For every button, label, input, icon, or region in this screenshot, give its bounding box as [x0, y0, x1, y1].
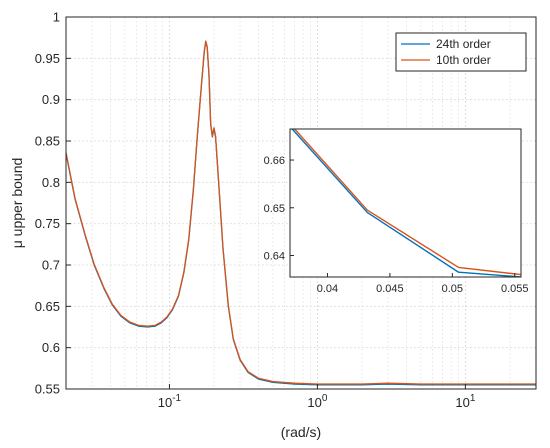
- main-plot-frame: [65, 16, 537, 390]
- x-tick-label-base: 10: [455, 395, 469, 410]
- y-tick-label: 1: [53, 10, 60, 25]
- inset-plot-area: [290, 129, 521, 277]
- inset-x-tick-label: 0.05: [442, 283, 463, 295]
- inset-y-tick-label: 0.64: [264, 251, 285, 263]
- inset-x-tick-label: 0.045: [376, 283, 404, 295]
- y-tick-label: 0.8: [42, 175, 60, 190]
- x-tick-label: 100: [307, 393, 327, 410]
- legend-label: 24th order: [436, 37, 491, 51]
- inset-y-tick-label: 0.65: [264, 203, 285, 215]
- legend: 24th order 10th order: [395, 32, 527, 72]
- y-tick-label: 0.65: [35, 299, 60, 314]
- x-tick-label-exponent: -1: [172, 393, 181, 404]
- y-axis-label: μ upper bound: [9, 158, 25, 249]
- y-tick-label: 0.75: [35, 216, 60, 231]
- inset-x-tick-label: 0.04: [317, 283, 338, 295]
- y-tick-label: 0.6: [42, 340, 60, 355]
- legend-label: 10th order: [436, 53, 491, 67]
- x-tick-label-exponent: 1: [470, 393, 476, 404]
- y-tick-label: 0.85: [35, 134, 60, 149]
- inset-plot-frame: [289, 128, 522, 278]
- x-tick-label: 101: [455, 393, 475, 410]
- x-tick-label-exponent: 0: [322, 393, 328, 404]
- y-tick-label: 0.7: [42, 258, 60, 273]
- inset-series-line-10th-order: [293, 129, 521, 276]
- inset-x-ticks: 0.04 0.045 0.05 0.055: [317, 273, 529, 295]
- inset-chart: 0.64 0.65 0.66 0.04 0.045 0.05 0.055: [264, 128, 529, 295]
- y-tick-label: 0.55: [35, 382, 60, 397]
- y-tick-label: 0.9: [42, 92, 60, 107]
- inset-series: [291, 129, 521, 277]
- main-y-ticks: 0.55 0.6 0.65 0.7 0.75 0.8 0.85 0.9 0.95 1: [35, 10, 71, 397]
- inset-x-tick-label: 0.055: [501, 283, 529, 295]
- x-tick-label: 10-1: [158, 393, 182, 410]
- y-tick-label: 0.95: [35, 51, 60, 66]
- legend-box: [395, 32, 527, 72]
- main-series: [65, 40, 536, 386]
- inset-y-ticks: 0.64 0.65 0.66: [264, 155, 294, 263]
- x-axis-label: (rad/s): [281, 424, 321, 440]
- x-tick-label-base: 10: [307, 395, 321, 410]
- inset-series-line-24th-order: [291, 129, 521, 277]
- series-line-10th-order: [65, 40, 536, 385]
- x-tick-label-base: 10: [158, 395, 172, 410]
- inset-y-tick-label: 0.66: [264, 155, 285, 167]
- main-x-ticks: 10-1 100 101: [158, 384, 476, 410]
